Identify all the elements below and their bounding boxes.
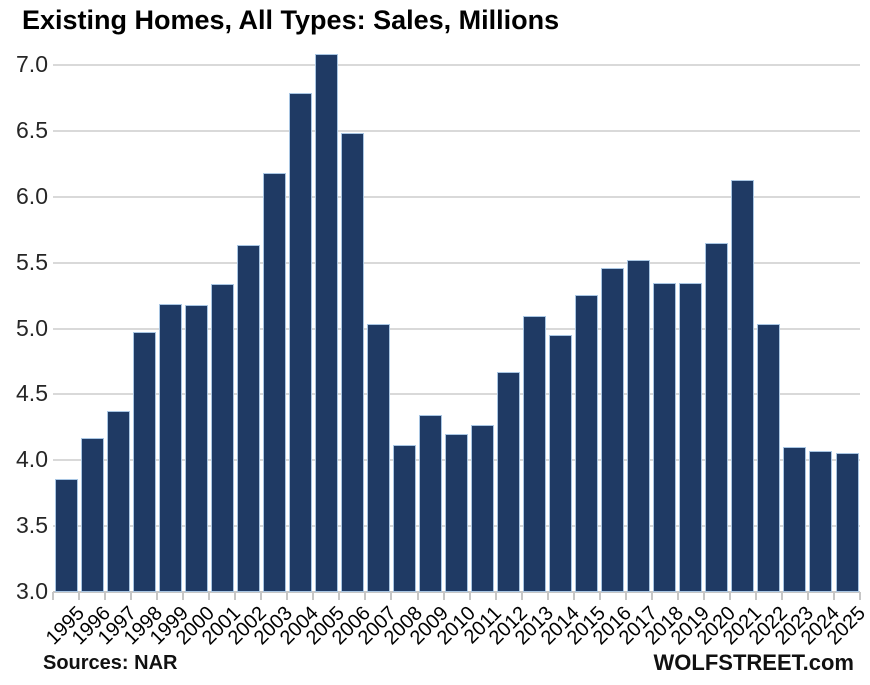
gridline [53, 64, 860, 66]
bar-2009 [419, 414, 442, 592]
x-axis-line [53, 591, 860, 593]
axis-tick [728, 592, 731, 600]
axis-tick [624, 592, 627, 600]
y-axis-tick-label: 4.0 [16, 446, 48, 472]
bar-2024 [809, 451, 833, 592]
bar-2019 [679, 282, 703, 592]
axis-tick [182, 592, 185, 600]
axis-tick [494, 592, 497, 600]
axis-tick [676, 592, 679, 600]
axis-tick [286, 592, 289, 600]
bar-2022 [757, 323, 781, 592]
bar-2011 [471, 425, 494, 592]
bar-1996 [80, 438, 104, 592]
bar-2016 [601, 268, 625, 592]
axis-tick [312, 592, 315, 600]
y-axis-tick-label: 4.5 [16, 380, 48, 406]
y-axis-tick-label: 6.0 [16, 183, 48, 209]
bar-2010 [445, 434, 468, 592]
bar-2017 [627, 260, 651, 592]
axis-tick [78, 592, 80, 600]
axis-tick [260, 592, 263, 600]
gridline [53, 262, 860, 264]
bar-1999 [158, 303, 182, 592]
axis-tick [364, 592, 367, 600]
bar-2001 [210, 284, 234, 592]
axis-tick [130, 592, 133, 600]
bar-2013 [523, 315, 547, 592]
axis-tick [442, 592, 445, 600]
axis-tick [338, 592, 341, 600]
bar-1995 [54, 479, 78, 592]
y-axis-tick-label: 5.5 [16, 249, 48, 275]
axis-tick [468, 592, 471, 600]
bar-2008 [392, 444, 416, 592]
axis-tick [52, 592, 54, 600]
axis-tick [390, 592, 393, 600]
axis-tick [754, 592, 757, 600]
wolfstreet-watermark: WOLFSTREET.com [653, 650, 854, 675]
bar-2000 [184, 305, 208, 592]
axis-tick [208, 592, 211, 600]
bar-2004 [288, 93, 312, 592]
bar-1997 [106, 410, 130, 592]
y-axis-tick-label: 3.5 [16, 512, 48, 538]
axis-tick [859, 592, 861, 600]
gridline [53, 196, 860, 198]
axis-tick [234, 592, 237, 600]
source-note: Sources: NAR [43, 652, 178, 674]
axis-tick [780, 592, 783, 600]
axis-tick [650, 592, 653, 600]
gridline [53, 328, 860, 330]
axis-tick [104, 592, 107, 600]
bar-2012 [497, 372, 520, 592]
y-axis-tick-label: 6.5 [16, 117, 48, 143]
y-axis-tick-label: 7.0 [16, 51, 48, 77]
axis-tick [156, 592, 159, 600]
bar-2005 [314, 53, 338, 592]
axis-tick [598, 592, 601, 600]
y-axis-tick-label: 5.0 [16, 315, 48, 341]
axis-tick [572, 592, 575, 600]
bar-2025 [835, 452, 859, 592]
gridline [53, 130, 860, 132]
bar-2003 [262, 173, 286, 592]
bar-2002 [236, 244, 260, 592]
bar-1998 [132, 331, 156, 592]
axis-tick [833, 592, 835, 600]
axis-tick [546, 592, 549, 600]
bar-2018 [653, 282, 677, 592]
gridline [53, 393, 860, 395]
bar-2006 [340, 132, 364, 592]
bar-2015 [575, 294, 599, 592]
bar-2007 [366, 323, 390, 592]
axis-tick [416, 592, 419, 600]
bar-2020 [705, 243, 729, 592]
chart-title: Existing Homes, All Types: Sales, Millio… [22, 5, 560, 35]
axis-tick [702, 592, 705, 600]
axis-tick [520, 592, 523, 600]
y-axis-tick-label: 3.0 [16, 578, 48, 604]
axis-tick [806, 592, 809, 600]
bar-2023 [783, 447, 807, 592]
bar-2021 [731, 179, 755, 592]
bar-2014 [549, 335, 573, 592]
